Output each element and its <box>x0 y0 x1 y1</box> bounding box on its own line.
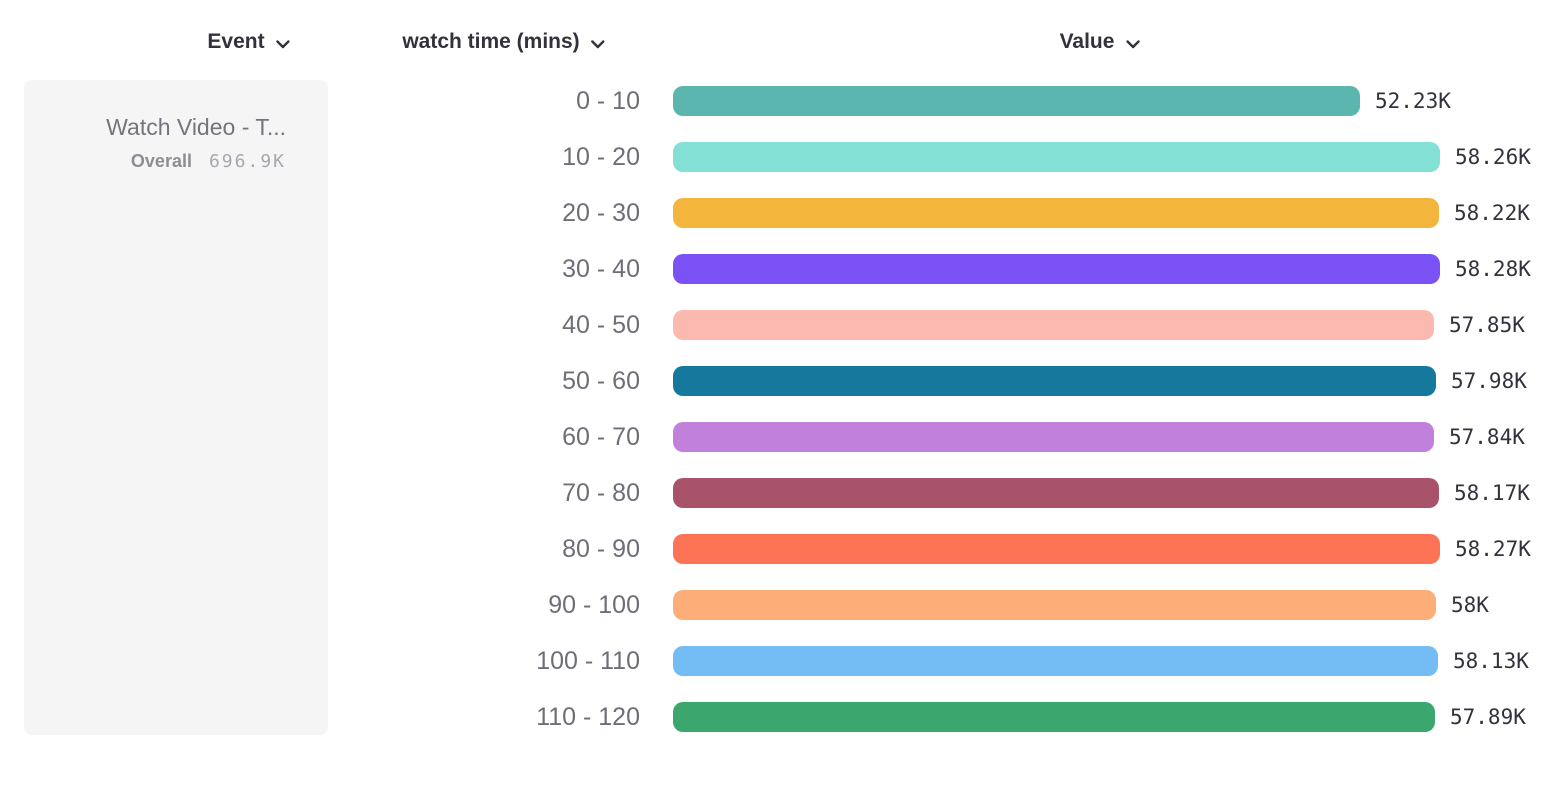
overall-label: Overall <box>130 151 192 171</box>
bar-value-label: 57.89K <box>1450 705 1526 729</box>
bucket-label: 0 - 10 <box>576 86 640 115</box>
bucket-label: 50 - 60 <box>562 366 640 395</box>
chevron-down-icon <box>591 39 606 49</box>
chevron-down-icon <box>1125 39 1140 49</box>
bar-value-label: 58.17K <box>1454 481 1530 505</box>
bucket-label: 40 - 50 <box>562 310 640 339</box>
bucket-label: 30 - 40 <box>562 254 640 283</box>
event-card[interactable]: Watch Video - T... Overall 696.9K <box>24 80 328 735</box>
bar-value-label: 57.85K <box>1449 313 1525 337</box>
bar-value-label: 57.98K <box>1451 369 1527 393</box>
bar-value-label: 58.13K <box>1453 649 1529 673</box>
overall-value: 696.9K <box>208 151 286 172</box>
bar-segment[interactable] <box>673 534 1440 564</box>
bar-value-label: 58.26K <box>1455 145 1531 169</box>
bar-value-label: 58.22K <box>1454 201 1530 225</box>
bar-value-label: 58K <box>1451 593 1489 617</box>
bar-value-label: 58.27K <box>1455 537 1531 561</box>
bar-segment[interactable] <box>673 86 1360 116</box>
bucket-label: 90 - 100 <box>548 590 640 619</box>
chart-row: 30 - 40 58.28K <box>0 241 1568 297</box>
chart-row: 90 - 100 58K <box>0 577 1568 633</box>
bar-segment[interactable] <box>673 702 1435 732</box>
value-column-header[interactable]: Value <box>1060 27 1141 57</box>
bar-segment[interactable] <box>673 198 1439 228</box>
bar-segment[interactable] <box>673 422 1434 452</box>
bar-segment[interactable] <box>673 478 1439 508</box>
bar-segment[interactable] <box>673 142 1440 172</box>
chart-row: 0 - 10 52.23K <box>0 73 1568 129</box>
bucket-label: 20 - 30 <box>562 198 640 227</box>
bucket-label: 70 - 80 <box>562 478 640 507</box>
bucket-label: 80 - 90 <box>562 534 640 563</box>
chart-row: 20 - 30 58.22K <box>0 185 1568 241</box>
bar-value-label: 58.28K <box>1455 257 1531 281</box>
bar-chart: 0 - 10 52.23K 10 - 20 58.26K 20 - 30 58.… <box>0 73 1568 745</box>
bar-segment[interactable] <box>673 590 1436 620</box>
value-column-label: Value <box>1059 30 1115 53</box>
bar-value-label: 52.23K <box>1375 89 1451 113</box>
breakdown-column-header[interactable]: watch time (mins) <box>402 27 605 57</box>
bar-segment[interactable] <box>673 254 1440 284</box>
bar-value-label: 57.84K <box>1449 425 1525 449</box>
chart-row: 80 - 90 58.27K <box>0 521 1568 577</box>
event-column-header[interactable]: Event <box>207 27 290 57</box>
chart-row: 100 - 110 58.13K <box>0 633 1568 689</box>
bucket-label: 60 - 70 <box>562 422 640 451</box>
chart-row: 110 - 120 57.89K <box>0 689 1568 745</box>
bar-segment[interactable] <box>673 366 1436 396</box>
bar-segment[interactable] <box>673 310 1434 340</box>
event-title: Watch Video - T... <box>106 114 286 140</box>
chevron-down-icon <box>276 39 291 49</box>
chart-row: 10 - 20 58.26K <box>0 129 1568 185</box>
chart-row: 70 - 80 58.17K <box>0 465 1568 521</box>
bucket-label: 100 - 110 <box>536 646 640 675</box>
chart-row: 40 - 50 57.85K <box>0 297 1568 353</box>
bucket-label: 10 - 20 <box>562 142 640 171</box>
bar-segment[interactable] <box>673 646 1438 676</box>
chart-row: 50 - 60 57.98K <box>0 353 1568 409</box>
chart-row: 60 - 70 57.84K <box>0 409 1568 465</box>
breakdown-column-label: watch time (mins) <box>402 30 580 53</box>
event-column-label: Event <box>207 30 265 53</box>
bucket-label: 110 - 120 <box>536 702 640 731</box>
overall-row: Overall 696.9K <box>48 151 286 172</box>
